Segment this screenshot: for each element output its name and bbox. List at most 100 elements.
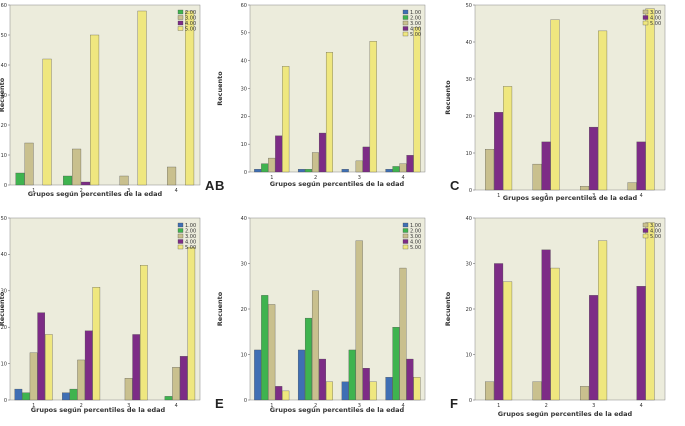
- bar-3-00-cat-4: [167, 166, 177, 186]
- bar-4-00-cat-2: [318, 358, 326, 401]
- bar-5-00-cat-1: [503, 86, 513, 191]
- y-tick-label: 40: [466, 40, 472, 46]
- x-axis-label: Grupos según percentiles de la edad: [31, 406, 166, 414]
- y-tick-label: 40: [1, 252, 7, 258]
- bar-5-00-cat-1: [282, 66, 290, 173]
- y-tick-label: 20: [1, 123, 7, 129]
- bar-4-00-cat-2: [541, 249, 551, 401]
- bar-4-00-cat-1: [275, 386, 283, 401]
- bar-5-00-cat-4: [645, 8, 655, 191]
- bar-2-00-cat-2: [304, 169, 312, 173]
- legend-swatch: [402, 233, 409, 239]
- bar-4-00-cat-4: [636, 141, 646, 191]
- x-tick-label: 3: [592, 193, 595, 199]
- legend-swatch: [642, 9, 649, 15]
- bar-1-00-cat-4: [385, 377, 393, 401]
- bar-5-00-cat-4: [413, 27, 421, 173]
- y-tick-label: 0: [4, 398, 7, 404]
- legend-swatch: [177, 15, 184, 20]
- y-tick-label: 0: [469, 398, 472, 404]
- bar-3-00-cat-1: [268, 157, 276, 173]
- legend-swatch: [402, 9, 409, 15]
- legend-label: 5.00: [410, 245, 421, 251]
- legend-label: 5.00: [650, 21, 661, 27]
- y-tick-label: 40: [241, 216, 247, 222]
- legend-swatch: [177, 20, 184, 26]
- panel-letter: A: [205, 178, 215, 193]
- y-tick-label: 20: [1, 325, 7, 331]
- bar-3-00-cat-3: [580, 386, 590, 401]
- legend-swatch: [177, 9, 184, 15]
- x-tick-label: 1: [32, 188, 35, 194]
- y-tick-label: 40: [241, 58, 247, 64]
- bar-3-00-cat-4: [399, 267, 407, 401]
- x-tick-label: 2: [80, 403, 83, 409]
- y-tick-label: 10: [241, 352, 247, 358]
- y-axis-label: Recuento: [216, 71, 224, 106]
- bar-5-00-cat-2: [92, 287, 101, 401]
- y-tick-label: 60: [1, 3, 7, 9]
- bar-4-00-cat-2: [318, 132, 326, 173]
- y-tick-label: 30: [241, 86, 247, 92]
- bar-2-00-cat-2: [69, 388, 78, 401]
- y-tick-label: 20: [241, 114, 247, 120]
- y-tick-label: 50: [241, 31, 247, 37]
- bar-5-00-cat-3: [369, 381, 377, 401]
- legend-label: 4.00: [410, 239, 421, 245]
- x-tick-label: 4: [175, 188, 178, 194]
- x-tick-label: 4: [402, 403, 405, 409]
- bar-3-00-cat-2: [311, 290, 319, 401]
- bar-3-00-cat-1: [29, 352, 38, 401]
- legend-swatch: [402, 222, 409, 228]
- bar-1-00-cat-2: [297, 349, 305, 401]
- bar-5-00-cat-4: [187, 246, 196, 401]
- panel-letter: F: [450, 396, 458, 411]
- y-tick-label: 10: [1, 153, 7, 159]
- chart-panel-1: 0 10 20 30 40 50 60 Recuento 1 2 3 4 Grupos según pe…: [0, 3, 215, 198]
- legend-label: 5.00: [185, 26, 196, 32]
- bar-1-00-cat-1: [254, 169, 262, 173]
- x-tick-label: 2: [545, 403, 548, 409]
- legend-label: 2.00: [410, 228, 421, 234]
- bar-4-00-cat-4: [636, 286, 646, 401]
- bar-4-00-cat-1: [37, 312, 45, 401]
- legend-label: 4.00: [185, 21, 196, 27]
- bar-2-00-cat-4: [164, 396, 173, 401]
- bar-5-00-cat-4: [413, 377, 421, 401]
- y-axis-label: Recuento: [444, 291, 452, 326]
- bar-3-00-cat-3: [355, 240, 363, 401]
- y-tick-label: 30: [466, 261, 472, 267]
- legend-label: 2.00: [185, 228, 196, 234]
- bar-5-00-cat-2: [550, 267, 560, 401]
- legend-label: 3.00: [650, 10, 661, 16]
- bar-1-00-cat-3: [341, 169, 349, 173]
- legend-label: 4.00: [650, 228, 661, 234]
- bar-5-00-cat-1: [45, 334, 53, 401]
- bar-2-00-cat-1: [15, 172, 25, 186]
- legend-swatch: [402, 228, 409, 233]
- bar-1-00-cat-4: [385, 169, 393, 173]
- bar-3-00-cat-3: [580, 186, 590, 191]
- bar-5-00-cat-2: [90, 34, 100, 186]
- legend-swatch: [177, 244, 184, 250]
- legend-swatch: [402, 26, 409, 31]
- legend-label: 2.00: [410, 15, 421, 21]
- x-axis-label: Grupos según percentiles de la edad: [28, 190, 163, 198]
- bar-4-00-cat-3: [362, 367, 370, 401]
- bar-5-00-cat-1: [503, 281, 513, 401]
- y-tick-label: 40: [466, 216, 472, 222]
- bar-3-00-cat-1: [485, 381, 495, 401]
- legend-swatch: [402, 244, 409, 250]
- bar-5-00-cat-3: [139, 265, 148, 401]
- legend-label: 3.00: [410, 21, 421, 27]
- bar-2-00-cat-4: [392, 166, 400, 173]
- legend-swatch: [642, 15, 649, 20]
- bar-1-00-cat-2: [62, 392, 70, 401]
- y-tick-label: 50: [1, 216, 7, 222]
- legend-label: 3.00: [650, 223, 661, 229]
- y-tick-label: 30: [1, 289, 7, 295]
- legend-label: 4.00: [410, 26, 421, 32]
- x-axis-label: Grupos según percentiles de la edad: [270, 180, 405, 188]
- y-tick-label: 50: [1, 33, 7, 39]
